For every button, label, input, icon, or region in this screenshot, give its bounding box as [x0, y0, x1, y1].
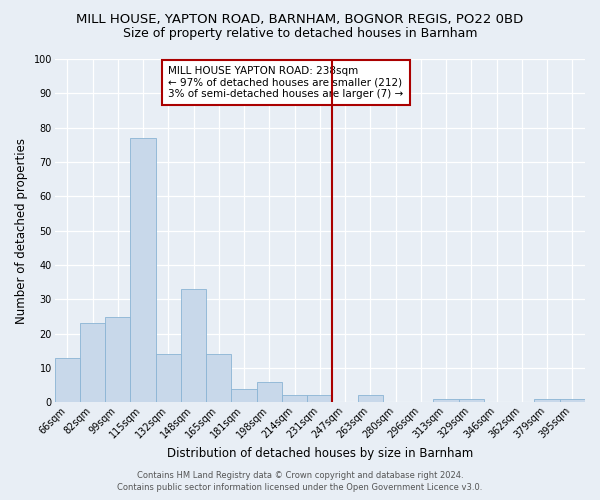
Bar: [130, 138, 156, 402]
Text: MILL HOUSE YAPTON ROAD: 238sqm
← 97% of detached houses are smaller (212)
3% of : MILL HOUSE YAPTON ROAD: 238sqm ← 97% of …: [169, 66, 404, 99]
X-axis label: Distribution of detached houses by size in Barnham: Distribution of detached houses by size …: [167, 447, 473, 460]
Bar: [105, 316, 130, 402]
Text: MILL HOUSE, YAPTON ROAD, BARNHAM, BOGNOR REGIS, PO22 0BD: MILL HOUSE, YAPTON ROAD, BARNHAM, BOGNOR…: [76, 12, 524, 26]
Bar: [535, 399, 560, 402]
Bar: [55, 358, 80, 403]
Y-axis label: Number of detached properties: Number of detached properties: [15, 138, 28, 324]
Bar: [156, 354, 181, 403]
Bar: [560, 399, 585, 402]
Bar: [307, 396, 332, 402]
Bar: [433, 399, 459, 402]
Bar: [206, 354, 232, 403]
Bar: [181, 289, 206, 403]
Bar: [459, 399, 484, 402]
Text: Size of property relative to detached houses in Barnham: Size of property relative to detached ho…: [123, 28, 477, 40]
Bar: [358, 396, 383, 402]
Bar: [282, 396, 307, 402]
Bar: [232, 388, 257, 402]
Text: Contains HM Land Registry data © Crown copyright and database right 2024.
Contai: Contains HM Land Registry data © Crown c…: [118, 471, 482, 492]
Bar: [257, 382, 282, 402]
Bar: [80, 324, 105, 402]
